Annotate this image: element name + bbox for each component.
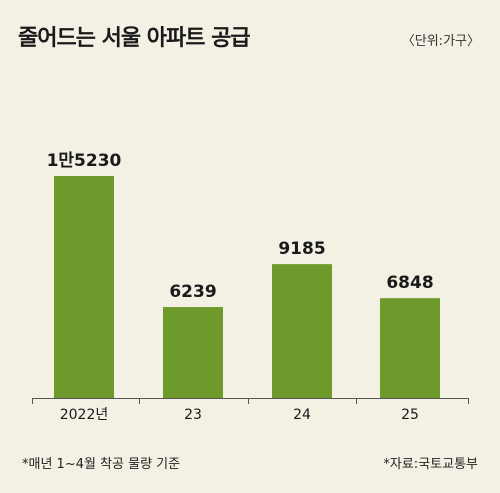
data-label-0: 1만5230 [47, 151, 122, 171]
data-label-3: 6848 [386, 273, 433, 293]
unit-label: 〈단위:가구〉 [401, 34, 480, 49]
x-tick-label-0: 2022년 [60, 407, 109, 423]
footnote: *매년 1~4월 착공 물량 기준 [22, 457, 181, 472]
data-label-1: 6239 [169, 282, 216, 302]
bar-3 [380, 298, 440, 398]
x-tick-label-1: 23 [184, 407, 202, 423]
source-note: *자료:국토교통부 [383, 457, 478, 472]
x-tick-label-2: 24 [293, 407, 311, 423]
data-label-2: 9185 [278, 239, 325, 259]
bar-1 [163, 307, 223, 398]
x-tick-label-3: 25 [401, 407, 419, 423]
chart-title: 줄어드는 서울 아파트 공급 [18, 26, 251, 51]
bar-2 [272, 264, 332, 398]
bar-0 [54, 176, 114, 398]
